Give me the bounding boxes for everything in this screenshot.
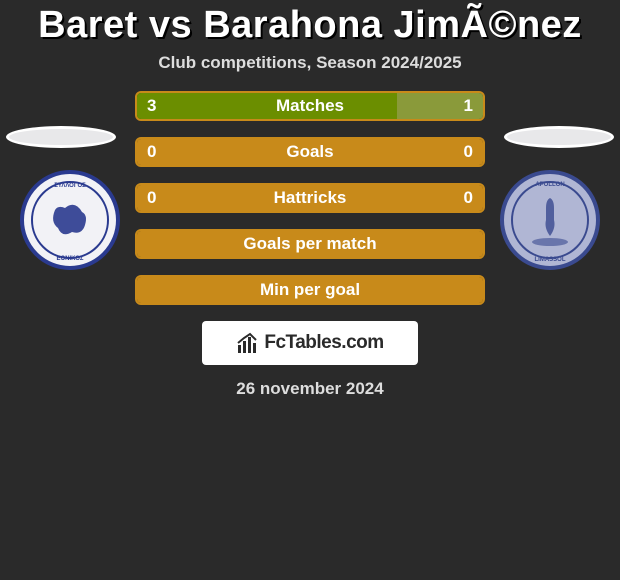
date-line: 26 november 2024 — [0, 379, 620, 399]
svg-text:ΣΥΛΛΟΓΟΣ: ΣΥΛΛΟΓΟΣ — [54, 183, 86, 189]
stat-row: 0 0 Hattricks — [135, 183, 485, 213]
stat-label: Hattricks — [274, 188, 347, 208]
stat-label: Goals per match — [243, 234, 376, 254]
branding-box[interactable]: FcTables.com — [202, 321, 418, 365]
stat-value-right: 0 — [464, 188, 473, 208]
stat-value-left: 3 — [147, 96, 156, 116]
club-crest-right-icon: APOLLON LIMASSOL — [500, 170, 600, 270]
stat-row: Goals per match — [135, 229, 485, 259]
stat-row: Min per goal — [135, 275, 485, 305]
stat-row: 3 1 Matches — [135, 91, 485, 121]
club-crest-left-icon: ΣΥΛΛΟΓΟΣ ΕΘΝΙΚΟΣ — [20, 170, 120, 270]
stat-value-left: 0 — [147, 188, 156, 208]
crest-right: APOLLON LIMASSOL — [500, 170, 600, 270]
svg-text:APOLLON: APOLLON — [535, 182, 564, 188]
comparison-widget: Baret vs Barahona JimÃ©nez Club competit… — [0, 0, 620, 580]
svg-text:LIMASSOL: LIMASSOL — [535, 257, 566, 263]
stat-label: Matches — [276, 96, 344, 116]
stat-value-right: 1 — [464, 96, 473, 116]
stat-value-left: 0 — [147, 142, 156, 162]
stat-label: Min per goal — [260, 280, 360, 300]
svg-text:ΕΘΝΙΚΟΣ: ΕΘΝΙΚΟΣ — [57, 256, 84, 262]
stat-label: Goals — [286, 142, 333, 162]
bars-trend-icon — [236, 331, 260, 355]
stat-value-right: 0 — [464, 142, 473, 162]
stat-fill-left — [137, 93, 397, 119]
page-subtitle: Club competitions, Season 2024/2025 — [0, 53, 620, 73]
page-title: Baret vs Barahona JimÃ©nez — [0, 4, 620, 47]
brand-text: FcTables.com — [264, 332, 383, 354]
stats-list: 3 1 Matches 0 0 Goals 0 0 Hattricks Goals per mat… — [135, 91, 485, 305]
stat-row: 0 0 Goals — [135, 137, 485, 167]
ellipse-right — [504, 126, 614, 148]
ellipse-left — [6, 126, 116, 148]
crest-left: ΣΥΛΛΟΓΟΣ ΕΘΝΙΚΟΣ — [20, 170, 120, 270]
